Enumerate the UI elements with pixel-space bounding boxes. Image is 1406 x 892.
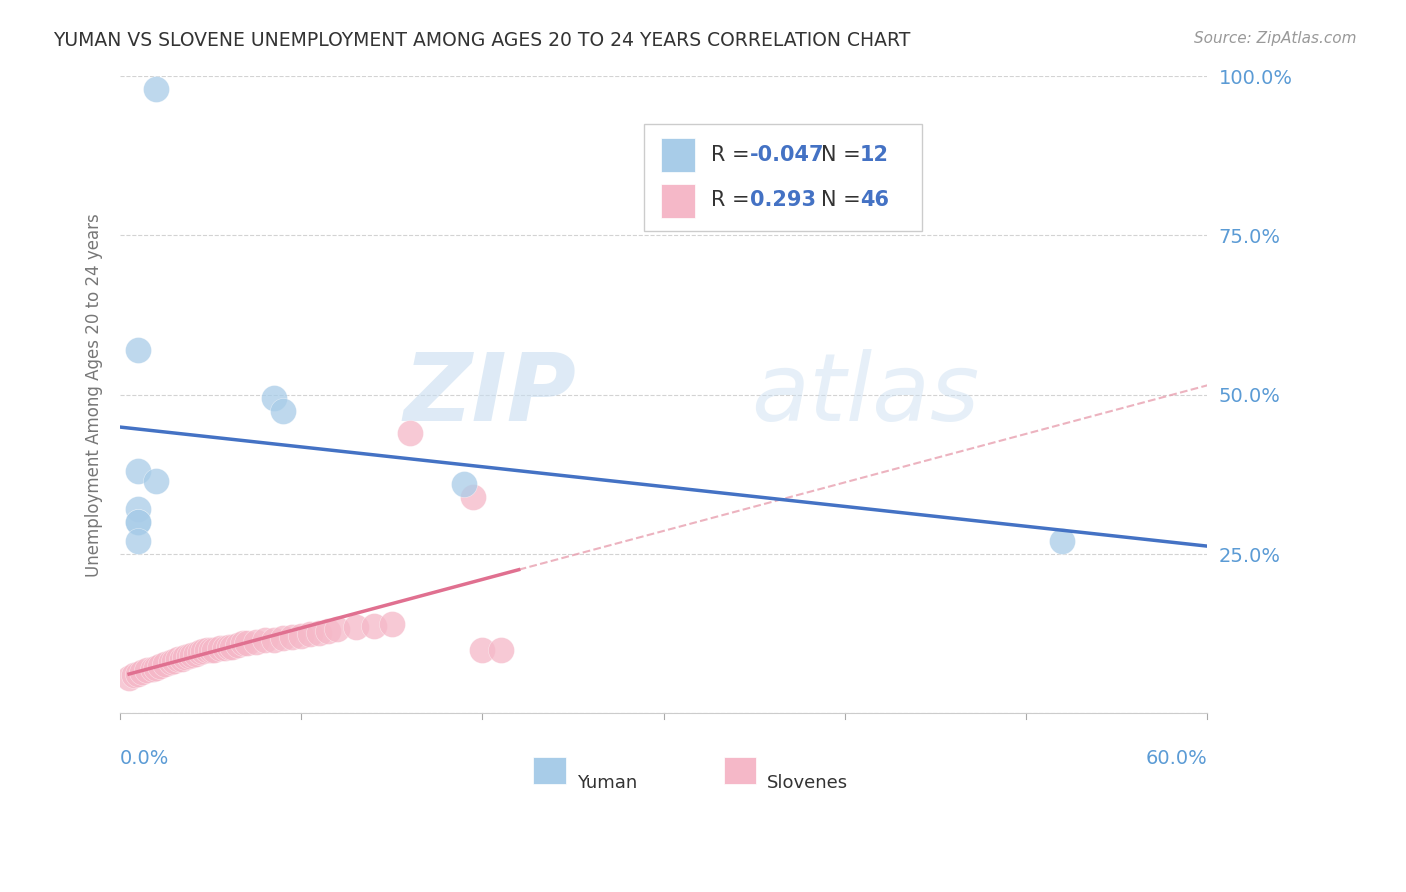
Point	[195, 642, 218, 657]
Text: -0.047: -0.047	[751, 145, 825, 164]
Point	[308, 625, 330, 640]
Point	[263, 633, 285, 648]
Point	[202, 642, 225, 657]
Point	[200, 642, 222, 657]
FancyBboxPatch shape	[724, 756, 756, 783]
Point	[188, 645, 211, 659]
Point	[145, 82, 167, 96]
Text: Slovenes: Slovenes	[768, 774, 848, 792]
FancyBboxPatch shape	[533, 756, 565, 783]
Point	[145, 660, 167, 674]
Point	[471, 642, 494, 657]
Text: 12: 12	[860, 145, 889, 164]
Point	[184, 647, 207, 661]
Point	[193, 644, 215, 658]
Point	[399, 425, 422, 440]
Point	[381, 617, 404, 632]
Text: 0.0%: 0.0%	[120, 748, 169, 767]
Point	[463, 490, 485, 504]
Point	[263, 391, 285, 405]
Point	[127, 515, 149, 529]
Text: N =: N =	[821, 190, 868, 211]
Point	[1052, 534, 1074, 549]
Point	[159, 656, 181, 670]
Point	[232, 636, 254, 650]
Text: 46: 46	[860, 190, 889, 211]
Point	[218, 640, 240, 654]
Point	[155, 657, 177, 671]
Point	[124, 668, 146, 682]
Point	[245, 635, 267, 649]
Point	[226, 638, 249, 652]
Text: R =: R =	[711, 190, 763, 211]
Point	[208, 641, 231, 656]
Point	[253, 633, 276, 648]
Point	[127, 667, 149, 681]
Point	[118, 672, 141, 686]
Point	[127, 515, 149, 529]
Point	[326, 623, 349, 637]
Point	[131, 665, 153, 679]
Text: R =: R =	[711, 145, 756, 164]
Point	[167, 652, 190, 666]
Point	[299, 627, 322, 641]
Point	[127, 343, 149, 358]
Point	[181, 648, 204, 662]
Point	[163, 654, 186, 668]
Point	[127, 464, 149, 478]
Point	[145, 474, 167, 488]
Point	[177, 649, 200, 664]
Point	[127, 534, 149, 549]
Point	[142, 662, 165, 676]
Point	[344, 620, 367, 634]
Point	[236, 636, 259, 650]
Point	[271, 632, 294, 646]
Point	[214, 640, 236, 655]
Point	[281, 630, 304, 644]
Point	[170, 652, 193, 666]
Point	[489, 642, 512, 657]
Point	[453, 477, 475, 491]
Point	[174, 650, 197, 665]
Point	[149, 658, 172, 673]
Point	[318, 624, 340, 638]
Text: N =: N =	[821, 145, 868, 164]
Text: ZIP: ZIP	[404, 349, 576, 441]
Point	[290, 629, 312, 643]
Point	[221, 640, 243, 654]
Text: atlas: atlas	[751, 350, 979, 441]
Text: Yuman: Yuman	[576, 774, 637, 792]
Text: Source: ZipAtlas.com: Source: ZipAtlas.com	[1194, 31, 1357, 46]
Point	[127, 502, 149, 516]
Text: 0.293: 0.293	[751, 190, 817, 211]
Y-axis label: Unemployment Among Ages 20 to 24 years: Unemployment Among Ages 20 to 24 years	[86, 213, 103, 576]
Text: 60.0%: 60.0%	[1146, 748, 1208, 767]
Point	[271, 403, 294, 417]
Point	[136, 663, 159, 677]
Text: YUMAN VS SLOVENE UNEMPLOYMENT AMONG AGES 20 TO 24 YEARS CORRELATION CHART: YUMAN VS SLOVENE UNEMPLOYMENT AMONG AGES…	[53, 31, 911, 50]
Point	[363, 618, 385, 632]
